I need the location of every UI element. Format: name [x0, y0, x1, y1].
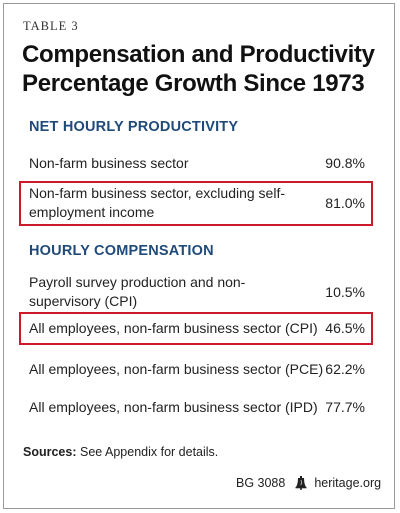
highlight-box	[19, 181, 373, 226]
row-label: All employees, non-farm business sector …	[29, 399, 318, 415]
row-label: All employees, non-farm business sector …	[29, 361, 324, 377]
sources-note: Sources: See Appendix for details.	[23, 445, 218, 459]
row-label: All employees, non-farm business sector …	[29, 320, 318, 336]
row-value: 77.7%	[325, 399, 365, 415]
row-label: Payroll survey production and non-superv…	[29, 274, 246, 309]
liberty-bell-icon	[295, 476, 307, 490]
row-value: 62.2%	[325, 361, 365, 377]
section-heading-productivity: NET HOURLY PRODUCTIVITY	[29, 119, 239, 135]
row-value: 46.5%	[325, 320, 365, 336]
footer-code: BG 3088	[236, 476, 286, 490]
table-label: TABLE 3	[23, 19, 79, 33]
title-line-2: Percentage Growth Since 1973	[22, 70, 365, 97]
highlight-box	[19, 312, 373, 345]
sources-label: Sources:	[23, 445, 77, 459]
section-heading-compensation: HOURLY COMPENSATION	[29, 243, 214, 259]
title-line-1: Compensation and Productivity	[22, 41, 375, 68]
row-value: 81.0%	[325, 195, 365, 211]
footer: BG 3088 heritage.org	[236, 476, 381, 490]
row-label: Non-farm business sector, excluding self…	[29, 185, 285, 220]
footer-site: heritage.org	[314, 476, 382, 490]
row-value: 10.5%	[325, 284, 365, 300]
row-label: Non-farm business sector	[29, 155, 189, 171]
sources-text: See Appendix for details.	[79, 445, 219, 459]
table-frame	[3, 3, 395, 509]
row-value: 90.8%	[325, 155, 365, 171]
page-title: Compensation and Productivity Percentage…	[22, 40, 382, 98]
